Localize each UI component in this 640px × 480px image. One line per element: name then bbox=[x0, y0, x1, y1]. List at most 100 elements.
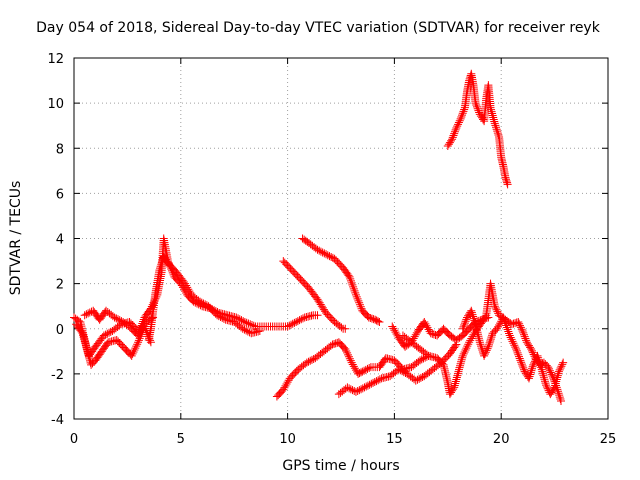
data-point bbox=[130, 346, 139, 355]
data-point bbox=[416, 356, 425, 365]
data-point bbox=[242, 326, 251, 335]
data-point bbox=[551, 381, 560, 390]
data-point bbox=[461, 346, 470, 355]
data-point bbox=[307, 355, 316, 364]
data-point bbox=[347, 358, 356, 367]
data-point bbox=[364, 313, 373, 322]
data-point bbox=[136, 323, 145, 332]
data-point bbox=[348, 280, 357, 289]
data-point bbox=[450, 383, 459, 392]
data-point bbox=[391, 328, 400, 337]
data-point bbox=[501, 319, 510, 328]
x-tick-label: 20 bbox=[493, 432, 510, 447]
data-point bbox=[421, 319, 430, 328]
data-point bbox=[112, 314, 121, 323]
data-point bbox=[557, 396, 566, 405]
data-point bbox=[353, 387, 362, 396]
data-point bbox=[219, 314, 228, 323]
data-point bbox=[553, 371, 562, 380]
data-point bbox=[467, 334, 476, 343]
data-point bbox=[467, 308, 476, 317]
data-point bbox=[354, 296, 363, 305]
data-point bbox=[317, 302, 326, 311]
data-point bbox=[127, 351, 136, 360]
data-point bbox=[450, 129, 459, 138]
data-point bbox=[318, 248, 327, 257]
data-point bbox=[79, 333, 88, 342]
data-point bbox=[345, 354, 354, 363]
data-point bbox=[472, 102, 481, 111]
data-point bbox=[314, 297, 323, 306]
data-point bbox=[534, 353, 543, 362]
data-point bbox=[503, 325, 512, 334]
data-point bbox=[447, 136, 456, 145]
data-point bbox=[237, 316, 246, 325]
data-point bbox=[526, 370, 535, 379]
data-point bbox=[181, 279, 190, 288]
data-point bbox=[480, 351, 489, 360]
data-point bbox=[101, 330, 110, 339]
data-point bbox=[489, 115, 498, 124]
data-point bbox=[139, 315, 148, 324]
data-point bbox=[557, 362, 566, 371]
data-point bbox=[444, 140, 453, 149]
data-point bbox=[451, 342, 460, 351]
data-point bbox=[454, 118, 463, 127]
y-axis-label: SDTVAR / TECUs bbox=[8, 181, 24, 296]
data-point bbox=[366, 314, 375, 323]
data-point bbox=[537, 363, 546, 372]
series-arc-12 bbox=[443, 69, 512, 189]
data-point bbox=[357, 304, 366, 313]
data-point bbox=[510, 341, 519, 350]
data-point bbox=[454, 367, 463, 376]
data-point bbox=[315, 298, 324, 307]
y-tick-label: -2 bbox=[51, 368, 64, 383]
axis-ticks bbox=[73, 57, 609, 420]
data-point bbox=[360, 383, 369, 392]
data-point bbox=[530, 359, 539, 368]
data-point bbox=[348, 360, 357, 369]
y-tick-label: 0 bbox=[56, 323, 64, 338]
data-point bbox=[462, 344, 471, 353]
data-point bbox=[398, 367, 407, 376]
data-point bbox=[349, 282, 358, 291]
data-point bbox=[550, 383, 559, 392]
data-point bbox=[495, 320, 504, 329]
data-point bbox=[488, 111, 497, 120]
data-point bbox=[137, 321, 146, 330]
data-point bbox=[551, 379, 560, 388]
data-point bbox=[555, 365, 564, 374]
data-point bbox=[511, 343, 520, 352]
data-point bbox=[394, 365, 403, 374]
y-tick-label: 4 bbox=[56, 233, 64, 248]
y-tick-label: 12 bbox=[47, 52, 64, 67]
data-point bbox=[420, 317, 429, 326]
data-point bbox=[485, 338, 494, 347]
data-point bbox=[443, 141, 452, 150]
data-point bbox=[489, 113, 498, 122]
data-point bbox=[450, 381, 459, 390]
data-point bbox=[423, 323, 432, 332]
data-point bbox=[422, 350, 431, 359]
y-tick-label: 8 bbox=[56, 142, 64, 157]
data-point bbox=[549, 385, 558, 394]
data-point bbox=[453, 122, 462, 131]
data-point bbox=[320, 249, 329, 258]
data-point bbox=[484, 340, 493, 349]
data-point bbox=[287, 320, 296, 329]
data-point bbox=[325, 252, 334, 261]
data-point bbox=[392, 330, 401, 339]
data-point bbox=[449, 385, 458, 394]
data-point bbox=[344, 352, 353, 361]
data-point bbox=[479, 316, 488, 325]
data-point bbox=[283, 322, 292, 331]
data-point bbox=[255, 327, 264, 336]
data-point bbox=[487, 107, 496, 116]
data-point bbox=[493, 307, 502, 316]
data-point bbox=[458, 351, 467, 360]
data-point bbox=[515, 354, 524, 363]
data-point bbox=[547, 370, 556, 379]
data-point bbox=[470, 316, 479, 325]
data-point bbox=[136, 325, 145, 334]
data-point bbox=[481, 312, 490, 321]
